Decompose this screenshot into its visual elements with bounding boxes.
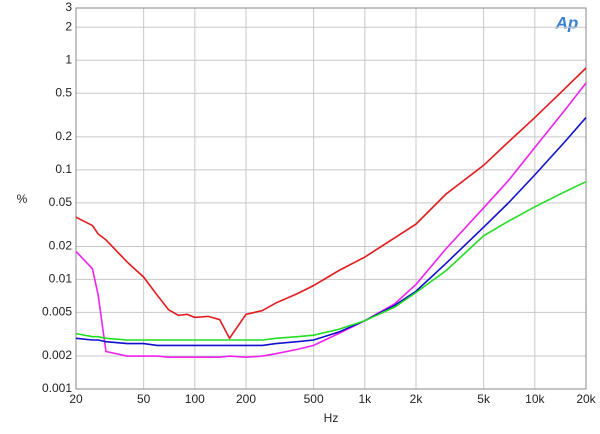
series-line — [75, 180, 587, 341]
y-tick-label: 0.5 — [55, 85, 72, 99]
y-tick-label: 1 — [65, 52, 72, 66]
y-tick-label: 0.2 — [55, 129, 72, 143]
y-tick-label: 0.02 — [49, 239, 73, 253]
x-tick-label: 5k — [477, 392, 491, 406]
series-line — [75, 117, 587, 347]
y-tick-label: 0.05 — [49, 195, 73, 209]
x-tick-label: 20 — [69, 392, 83, 406]
x-tick-label: 500 — [304, 392, 324, 406]
x-tick-label: 50 — [137, 392, 151, 406]
y-tick-label: 0.001 — [42, 381, 72, 395]
series-line — [75, 82, 587, 359]
y-tick-label: 3 — [65, 0, 72, 14]
x-tick-label: 2k — [410, 392, 424, 406]
y-tick-label: 0.002 — [42, 348, 72, 362]
x-tick-label: 200 — [236, 392, 256, 406]
x-tick-label: 10k — [525, 392, 545, 406]
x-tick-label: 1k — [358, 392, 372, 406]
x-axis-label: Hz — [324, 411, 339, 425]
y-tick-label: 0.01 — [49, 272, 73, 286]
x-tick-label: 100 — [185, 392, 205, 406]
y-axis-label: % — [17, 192, 28, 206]
y-tick-label: 0.1 — [55, 162, 72, 176]
watermark: Ap — [555, 13, 579, 32]
y-tick-label: 2 — [65, 19, 72, 33]
x-tick-label: 20k — [576, 392, 596, 406]
series-line — [75, 67, 587, 340]
y-tick-label: 0.005 — [42, 305, 72, 319]
plot-frame — [75, 7, 587, 390]
